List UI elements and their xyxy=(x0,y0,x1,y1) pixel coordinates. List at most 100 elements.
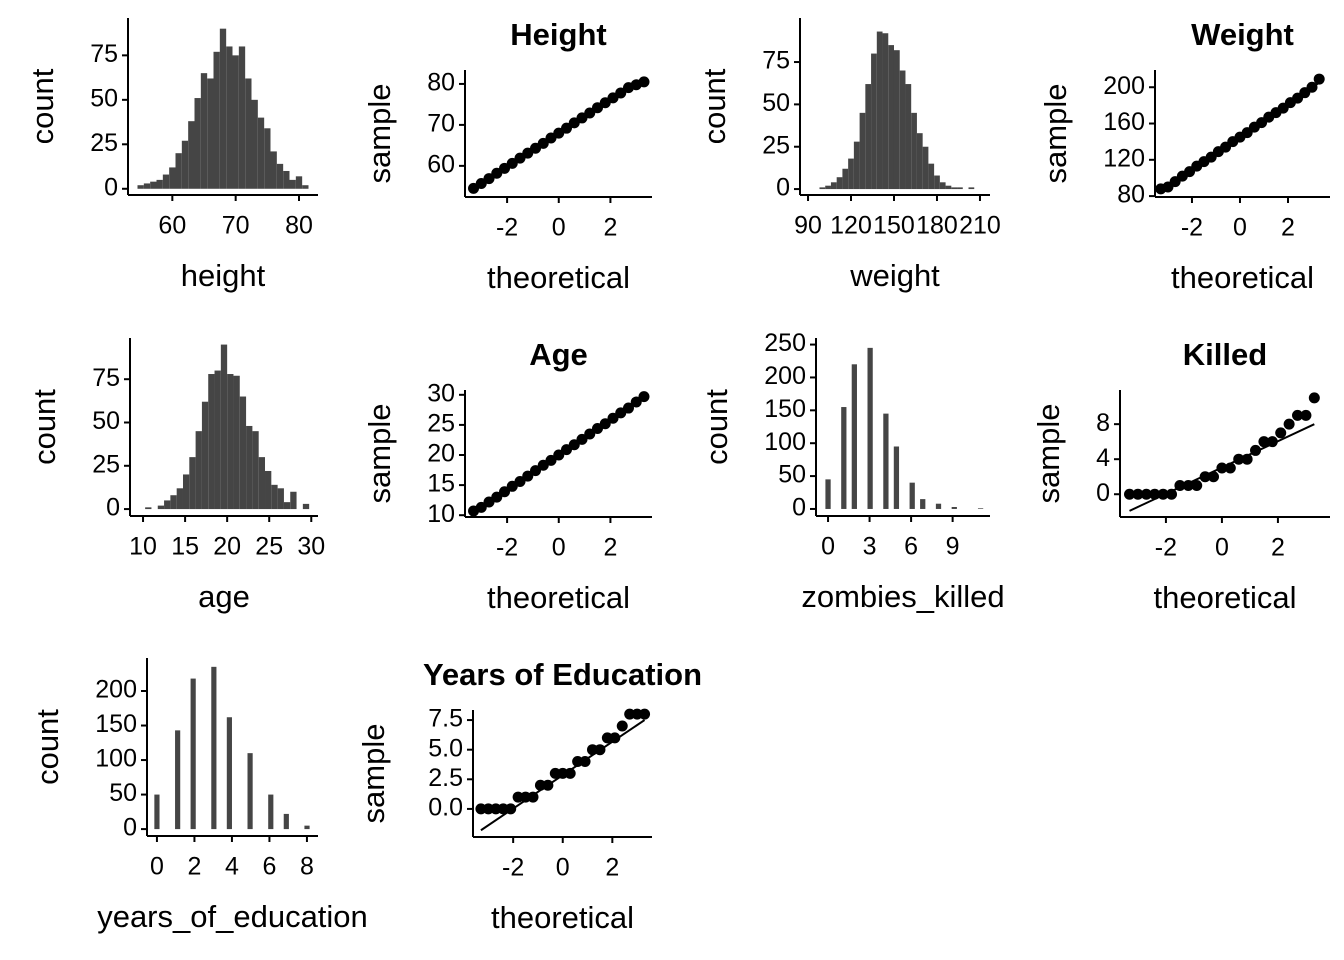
y-tick-label: 8 xyxy=(1096,409,1110,437)
y-axis-title: count xyxy=(30,709,65,785)
y-tick-label: 70 xyxy=(427,110,455,138)
qq-point xyxy=(1283,418,1295,430)
y-tick-label: 4 xyxy=(1096,444,1110,472)
y-tick-label: 10 xyxy=(427,500,455,528)
qq-point xyxy=(1258,436,1270,448)
y-tick-label: 200 xyxy=(764,362,806,390)
histogram-bar xyxy=(188,121,195,189)
x-tick-label: 150 xyxy=(873,212,915,240)
histogram-bar xyxy=(270,151,277,189)
y-axis-title: count xyxy=(699,389,734,465)
qq-point xyxy=(638,76,650,88)
x-axis-title: weight xyxy=(849,258,940,293)
x-tick-label: 70 xyxy=(222,212,250,240)
qq-point xyxy=(1308,392,1320,404)
qq-point xyxy=(1224,462,1236,474)
qq-point xyxy=(607,412,619,424)
histogram-bar xyxy=(977,508,984,509)
histogram-bar xyxy=(268,794,274,830)
x-tick-label: 0 xyxy=(552,534,566,562)
histogram-bar xyxy=(302,185,309,189)
histogram-bar xyxy=(882,33,889,190)
x-axis-title: theoretical xyxy=(1171,260,1314,295)
x-tick-label: 0 xyxy=(1215,534,1229,562)
histogram-bar xyxy=(150,181,157,189)
y-tick-label: 0.0 xyxy=(428,794,463,822)
histogram-bar xyxy=(893,446,900,509)
x-tick-label: 9 xyxy=(946,533,960,561)
histogram-bar xyxy=(257,117,265,189)
histogram-bar xyxy=(899,70,906,190)
y-axis-title: sample xyxy=(1038,84,1073,184)
y-tick-label: 30 xyxy=(427,379,455,407)
qq-point xyxy=(505,803,517,815)
y-tick-label: 0 xyxy=(104,173,118,201)
histogram-bar xyxy=(922,146,929,190)
qq-point xyxy=(579,756,591,768)
histogram-bar xyxy=(848,158,854,190)
qq-point xyxy=(506,157,518,169)
histogram-bar xyxy=(239,396,247,510)
histogram-bar xyxy=(145,507,152,510)
y-tick-label: 150 xyxy=(764,395,806,423)
y-tick-label: 200 xyxy=(1103,72,1145,100)
histogram-bar xyxy=(169,167,176,189)
histogram-bar xyxy=(916,133,923,190)
x-axis-title: zombies_killed xyxy=(801,579,1004,614)
y-tick-label: 50 xyxy=(109,779,137,807)
y-tick-label: 0 xyxy=(123,814,137,842)
qq-point xyxy=(1250,444,1262,456)
qq-point xyxy=(1140,488,1152,500)
qq-point xyxy=(609,732,621,744)
x-tick-label: 2 xyxy=(187,853,201,881)
y-tick-label: 60 xyxy=(427,150,455,178)
histogram-bar xyxy=(951,187,958,190)
histogram-bar xyxy=(851,364,857,509)
qq-point xyxy=(1300,409,1312,421)
histogram-bar xyxy=(928,163,935,190)
y-axis-title: sample xyxy=(362,84,397,184)
qq-point xyxy=(542,779,554,791)
x-tick-label: -2 xyxy=(1181,214,1203,242)
x-tick-label: 3 xyxy=(863,533,877,561)
histogram-bar xyxy=(841,407,847,509)
histogram-bar xyxy=(825,479,831,509)
x-tick-label: 180 xyxy=(916,212,958,240)
y-tick-label: 25 xyxy=(90,129,118,157)
histogram-bar xyxy=(189,457,196,510)
histogram-bar xyxy=(867,347,873,509)
histogram-bar xyxy=(935,503,942,509)
y-tick-label: 50 xyxy=(90,84,118,112)
y-tick-label: 20 xyxy=(427,440,455,468)
y-axis-title: sample xyxy=(362,404,397,504)
qq-point xyxy=(1124,488,1136,500)
qq-point xyxy=(1241,453,1253,465)
y-tick-label: 80 xyxy=(427,69,455,97)
histogram-bar xyxy=(830,182,837,190)
x-tick-label: 0 xyxy=(552,214,566,242)
histogram-bar xyxy=(968,187,975,190)
y-tick-label: 100 xyxy=(95,745,137,773)
histogram-bar xyxy=(226,717,232,830)
histogram-bar xyxy=(213,51,220,189)
x-tick-label: 25 xyxy=(255,533,283,561)
qq-point xyxy=(1191,479,1203,491)
histogram-bar xyxy=(289,179,296,189)
qq-point xyxy=(1149,488,1161,500)
qq-point xyxy=(639,708,651,720)
histogram-bar xyxy=(304,825,310,830)
histogram-bar xyxy=(290,491,297,510)
qq-point xyxy=(514,475,526,487)
histogram-bar xyxy=(247,753,253,830)
histogram-bar xyxy=(245,78,252,189)
x-tick-label: 20 xyxy=(213,533,241,561)
x-tick-label: -2 xyxy=(496,214,518,242)
y-tick-label: 0 xyxy=(792,494,806,522)
x-tick-label: 80 xyxy=(285,212,313,240)
x-tick-label: -2 xyxy=(1155,534,1177,562)
histogram-bar xyxy=(201,401,209,510)
y-tick-label: 160 xyxy=(1103,108,1145,136)
histogram-bar xyxy=(170,495,177,510)
qq-point xyxy=(1313,73,1325,85)
qq-point xyxy=(1208,471,1220,483)
